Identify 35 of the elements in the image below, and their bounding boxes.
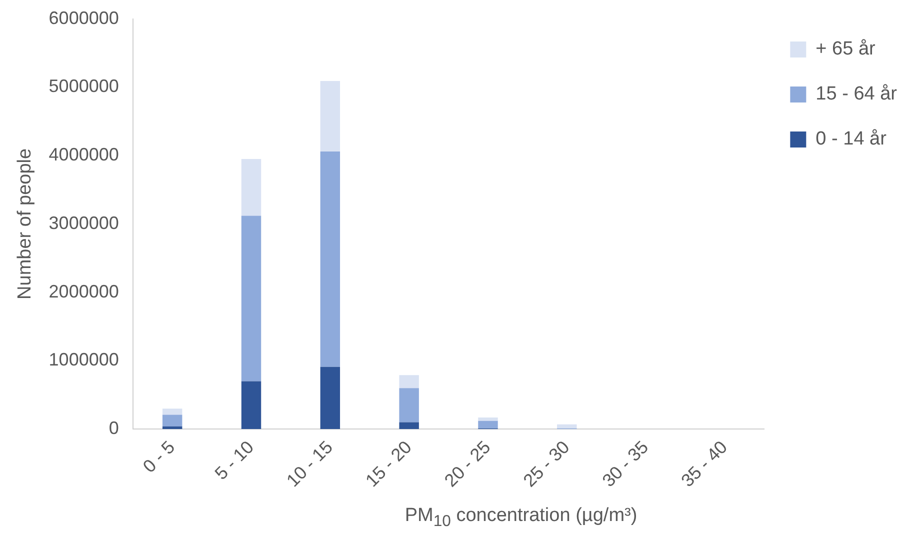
y-axis-title: Number of people [14,148,36,300]
y-tick-label: 6000000 [48,8,119,28]
y-tick-label: 3000000 [48,212,119,233]
x-tick-label: 5 - 10 [210,436,258,484]
y-tick-label: 2000000 [48,281,119,302]
x-tick-label: 35 - 40 [677,436,732,491]
y-tick-label: 0 [108,418,119,438]
bar [320,81,340,152]
bar [241,158,262,216]
legend-label: + 65 år [816,38,876,60]
x-tick-label: 0 - 5 [139,436,179,477]
x-tick-label: 20 - 25 [440,436,494,491]
y-tick-label: 1000000 [48,350,119,370]
x-tick-label: 15 - 20 [362,436,416,491]
bar [399,388,419,422]
bar [162,414,182,426]
bar [478,420,498,428]
y-tick-label: 5000000 [48,76,119,96]
x-tick-label: 25 - 30 [519,436,574,491]
bar [241,381,262,430]
x-tick-label: 30 - 35 [598,436,652,491]
bar [162,408,182,415]
bar [320,366,340,430]
bar [241,216,262,382]
bar [478,417,498,421]
x-axis-title: PM$_{10}$ concentration (µg/m³) [404,505,638,531]
bar [320,151,340,367]
legend-label: 15 - 64 år [816,84,898,105]
bar [399,375,419,388]
bar [162,426,182,430]
y-tick-label: 4000000 [48,144,119,165]
bar [399,422,419,430]
x-tick-label: 10 - 15 [282,436,336,491]
bar [557,424,577,428]
legend-label: 0 - 14 år [816,128,888,150]
